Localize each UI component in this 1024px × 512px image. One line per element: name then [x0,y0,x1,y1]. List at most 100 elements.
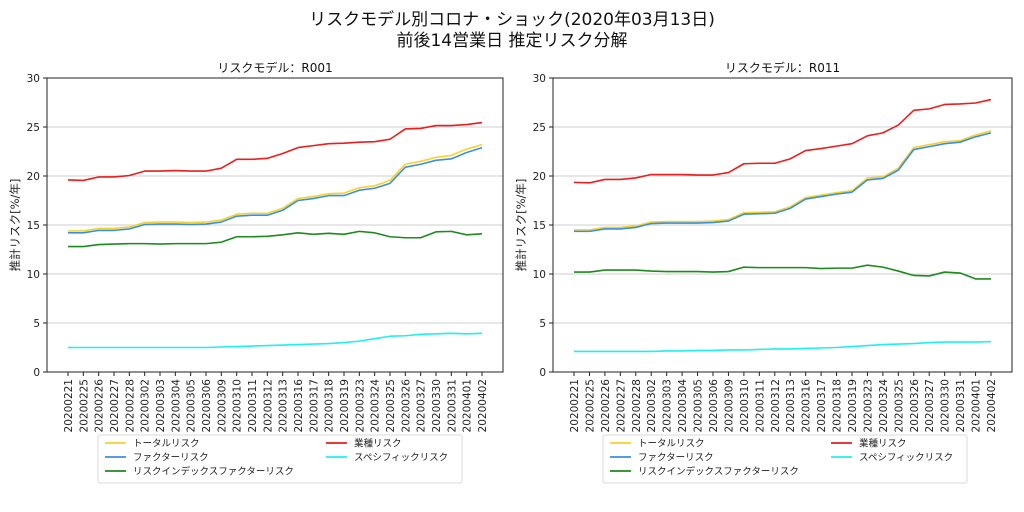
series-line [68,230,483,248]
x-tick-label: 20200326 [400,379,412,433]
y-tick-label: 15 [27,220,40,232]
legend-item: ファクターリスク [610,453,714,464]
legend-box [602,434,968,484]
x-tick-label: 20200310 [739,379,751,432]
x-tick-label: 20200221 [569,379,581,432]
x-tick-label: 20200309 [216,379,228,432]
x-tick-label: 20200303 [155,379,167,432]
x-tick-label: 20200326 [909,379,921,433]
legend-item: 業種リスク [831,438,907,450]
chart-panel-2: リスクモデル：R011 0 5 10 15 20 25 30 推計リスク[%/年] 2020022… [514,60,1013,484]
x-tick-label: 20200316 [801,379,813,433]
x-tick-label: 20200323 [862,379,874,432]
legend-item: スペシフィックリスク [326,453,448,464]
legend-item: 業種リスク [326,438,402,450]
x-tick-label: 20200309 [723,379,735,432]
legend-item: トータルリスク [610,439,705,450]
y-tick-label: 10 [533,269,546,281]
x-tick-label: 20200313 [785,379,797,432]
x-tick-label: 20200305 [693,379,705,432]
legend-label: ファクターリスク [638,453,714,464]
x-tick-label: 20200304 [170,379,182,433]
x-tick-label: 20200323 [354,379,366,432]
x-tick-label: 20200302 [646,379,658,432]
legend-item: ファクターリスク [105,453,209,464]
series-line [574,340,992,353]
x-tick-label: 20200318 [832,379,844,432]
x-tick-label: 20200227 [109,379,121,432]
series-line [574,130,992,231]
x-tick-label: 20200402 [477,379,489,432]
y-tick-label: 5 [539,318,546,330]
x-tick-label: 20200317 [308,379,320,432]
series-line [68,146,483,234]
x-tick-label: 20200324 [878,379,890,433]
x-tick-label: 20200304 [677,379,689,433]
legend-label: スペシフィックリスク [354,453,448,464]
x-tick-label: 20200319 [339,379,351,432]
x-tick-label: 20200302 [140,379,152,432]
x-tick-label: 20200325 [385,379,397,432]
series-line [68,332,483,349]
x-tick-label: 20200305 [186,379,198,432]
x-tick-label: 20200330 [940,379,952,432]
x-tick-label: 20200225 [584,379,596,432]
y-axis-label: 推計リスク[%/年] [8,179,22,272]
y-tick-label: 10 [27,269,40,281]
y-tick-label: 25 [533,122,546,134]
x-tick-label: 20200226 [600,379,612,433]
x-tick-label: 20200227 [615,379,627,432]
y-axis-label: 推計リスク[%/年] [514,179,528,272]
y-tick-label: 30 [533,73,546,85]
legend-label: リスクインデックスファクターリスク [638,466,799,478]
series-line [574,132,992,233]
y-tick-label: 20 [27,171,40,183]
y-tick-label: 0 [33,367,40,379]
x-tick-label: 20200312 [770,379,782,432]
y-tick-label: 0 [539,367,546,379]
x-tick-label: 20200316 [293,379,305,433]
x-tick-label: 20200311 [754,379,766,432]
series-line [573,98,992,184]
figure-title-line1: リスクモデル別コロナ・ショック(2020年03月13日) [309,9,715,30]
legend-item: トータルリスク [105,439,200,450]
panel-title: リスクモデル：R011 [725,60,840,75]
x-tick-label: 20200331 [955,379,967,432]
plot-frame [552,77,1013,373]
y-tick-label: 15 [533,220,546,232]
x-tick-label: 20200226 [94,379,106,433]
plot-frame [46,77,504,373]
figure-title-line2: 前後14営業日 推定リスク分解 [396,31,627,51]
x-tick-label: 20200401 [971,379,983,432]
x-tick-label: 20200228 [631,379,643,432]
x-tick-label: 20200303 [662,379,674,432]
legend-item: スペシフィックリスク [831,453,953,464]
x-tick-label: 20200401 [462,379,474,432]
legend-label: トータルリスク [133,439,200,450]
x-tick-label: 20200317 [816,379,828,432]
x-tick-label: 20200325 [893,379,905,432]
chart-panel-1: リスクモデル：R001 0 5 10 15 20 25 30 推計リスク[%/年] 2020022… [8,60,504,484]
x-tick-label: 20200306 [201,379,213,433]
series-line [67,121,483,182]
y-tick-label: 30 [27,73,40,85]
x-tick-label: 20200327 [416,379,428,432]
legend-label: ファクターリスク [133,453,209,464]
x-tick-label: 20200327 [924,379,936,432]
x-tick-label: 20200225 [78,379,90,432]
x-tick-label: 20200306 [708,379,720,433]
legend-box [97,434,463,484]
legend-label: 業種リスク [354,438,402,450]
legend-label: 業種リスク [859,438,907,450]
y-tick-label: 25 [27,122,40,134]
x-tick-label: 20200324 [370,379,382,433]
x-tick-label: 20200319 [847,379,859,432]
legend-label: スペシフィックリスク [859,453,953,464]
series-line [68,143,483,232]
x-tick-label: 20200228 [124,379,136,432]
x-tick-label: 20200312 [262,379,274,432]
y-tick-label: 5 [33,318,40,330]
x-tick-label: 20200310 [232,379,244,432]
